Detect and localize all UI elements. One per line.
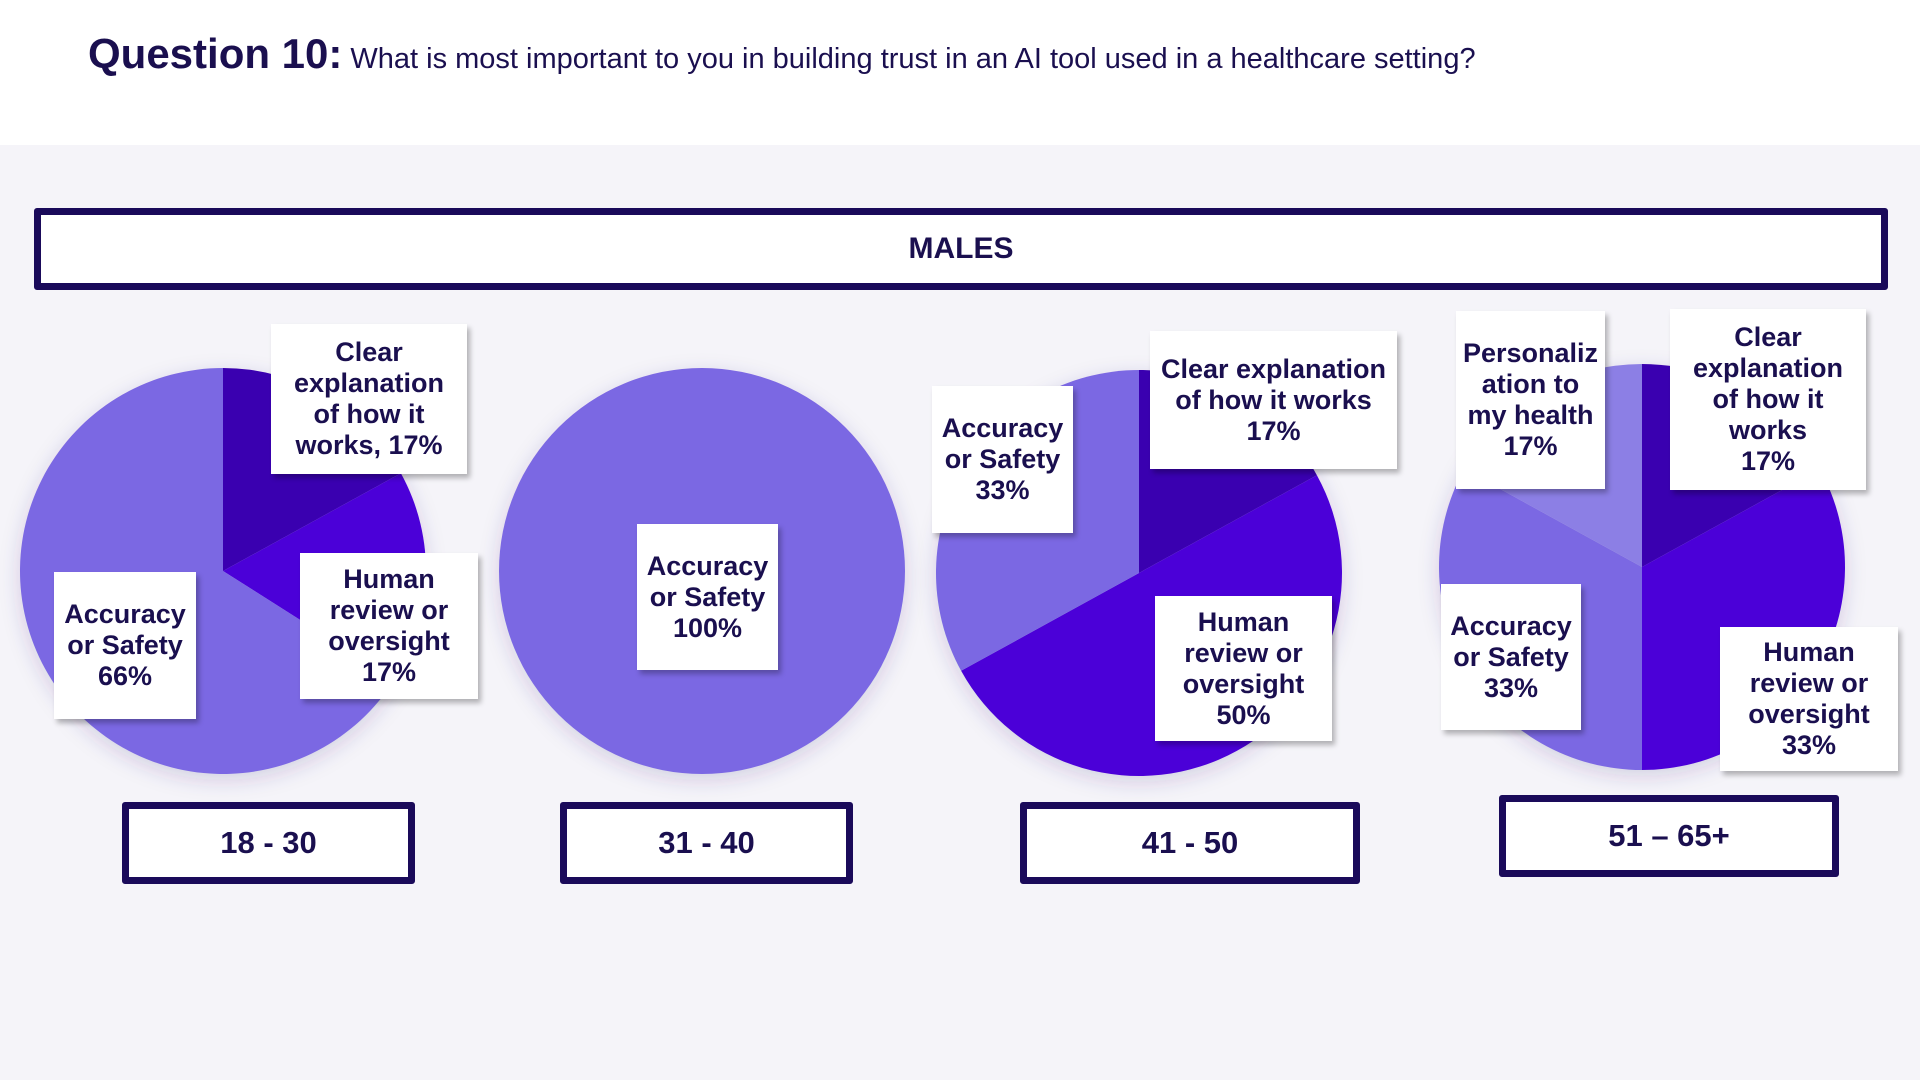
slice-label-accuracy-41-50: Accuracy or Safety 33% [932, 386, 1073, 533]
slice-label-accuracy-31-40: Accuracy or Safety 100% [637, 524, 778, 670]
slice-label-clear-18-30: Clear explanation of how it works, 17% [271, 324, 467, 474]
slice-label-human-41-50: Human review or oversight 50% [1155, 596, 1332, 741]
slice-label-human-18-30: Human review or oversight 17% [300, 553, 478, 699]
slice-label-accuracy-18-30: Accuracy or Safety 66% [54, 572, 196, 719]
group-label: MALES [908, 232, 1014, 265]
age-group-51-65: 51 – 65+ [1499, 795, 1839, 877]
age-group-18-30: 18 - 30 [122, 802, 415, 884]
slice-label-personalization-51-65: Personaliz ation to my health 17% [1456, 311, 1605, 489]
group-banner: MALES [34, 208, 1888, 290]
age-group-41-50: 41 - 50 [1020, 802, 1360, 884]
header-band: Question 10: What is most important to yo… [0, 0, 1920, 145]
question-title: Question 10: What is most important to yo… [88, 30, 1476, 78]
slice-label-human-51-65: Human review or oversight 33% [1720, 627, 1898, 771]
slice-label-accuracy-51-65: Accuracy or Safety 33% [1441, 584, 1581, 730]
slice-label-clear-51-65: Clear explanation of how it works 17% [1670, 309, 1866, 490]
slice-label-clear-41-50: Clear explanation of how it works 17% [1150, 331, 1397, 469]
question-text: What is most important to you in buildin… [350, 43, 1476, 75]
age-group-31-40: 31 - 40 [560, 802, 853, 884]
question-number: Question 10: [88, 30, 343, 77]
